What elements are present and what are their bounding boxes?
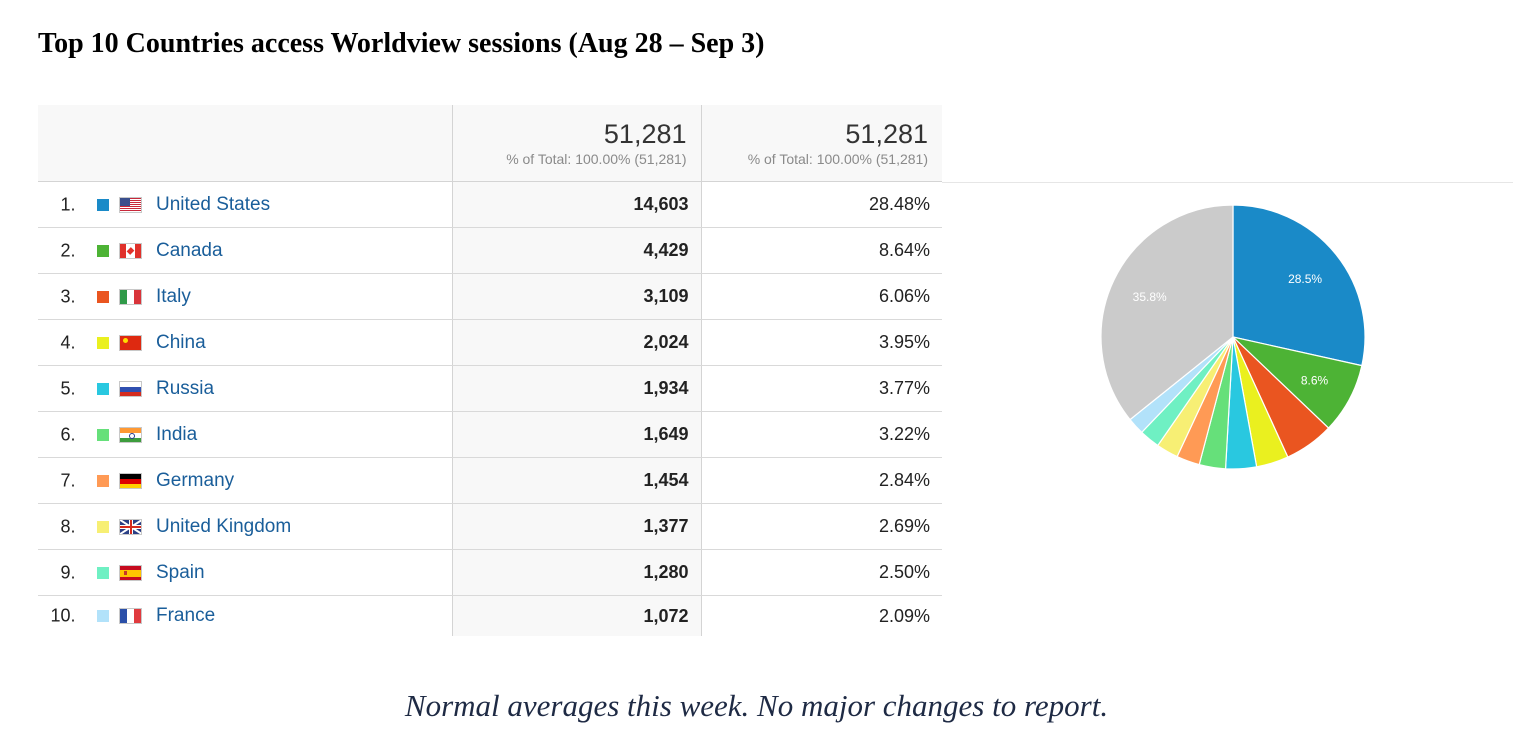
sessions-cell: 1,072 bbox=[451, 595, 701, 636]
pie-slice bbox=[1232, 204, 1366, 367]
rank-label: 7. bbox=[60, 470, 76, 490]
legend-swatch bbox=[97, 290, 109, 303]
percent-total-value: 51,281 bbox=[845, 118, 928, 149]
header-divider bbox=[942, 182, 1513, 183]
percent-cell: 2.84% bbox=[700, 457, 942, 504]
country-link[interactable]: United Kingdom bbox=[156, 515, 292, 537]
percent-cell: 8.64% bbox=[700, 227, 942, 274]
table-row: 8. United Kingdom 1,377 2.69% bbox=[38, 503, 942, 550]
rank-label: 6. bbox=[60, 424, 76, 444]
sessions-total-value: 51,281 bbox=[603, 118, 687, 149]
percent-cell: 3.95% bbox=[700, 319, 942, 366]
pie-slice-label: 28.5% bbox=[1288, 272, 1322, 286]
country-link[interactable]: Italy bbox=[156, 285, 191, 307]
table-row: 7. Germany 1,454 2.84% bbox=[38, 457, 942, 504]
rank-label: 5. bbox=[60, 378, 76, 398]
legend-swatch bbox=[97, 520, 109, 533]
sessions-cell: 2,024 bbox=[451, 319, 701, 366]
rank-label: 1. bbox=[60, 194, 76, 214]
sessions-cell: 4,429 bbox=[451, 227, 701, 274]
pie-slice-label: 8.6% bbox=[1301, 374, 1329, 388]
country-link[interactable]: Canada bbox=[156, 239, 223, 261]
percent-cell: 3.22% bbox=[700, 411, 942, 458]
country-cell: 1. United States bbox=[38, 181, 452, 228]
table-row: 1. United States 14,603 28.48% bbox=[38, 181, 942, 228]
ru-flag-icon bbox=[119, 380, 142, 397]
sessions-cell: 1,649 bbox=[451, 411, 701, 458]
page-title: Top 10 Countries access Worldview sessio… bbox=[38, 28, 765, 59]
sessions-total-cell: 51,281 % of Total: 100.00% (51,281) bbox=[451, 105, 701, 182]
country-cell: 7. Germany bbox=[38, 457, 452, 504]
table-row: 5. Russia 1,934 3.77% bbox=[38, 365, 942, 412]
sessions-cell: 1,280 bbox=[451, 549, 701, 596]
percent-cell: 6.06% bbox=[700, 273, 942, 320]
percent-cell: 2.09% bbox=[700, 595, 942, 636]
country-cell: 5. Russia bbox=[38, 365, 452, 412]
sessions-cell: 1,934 bbox=[451, 365, 701, 412]
percent-cell: 3.77% bbox=[700, 365, 942, 412]
country-cell: 6. India bbox=[38, 411, 452, 458]
pie-chart: 28.5% 8.6% 35.8% bbox=[1095, 201, 1395, 481]
countries-table: 51,281 % of Total: 100.00% (51,281) 51,2… bbox=[38, 105, 942, 636]
country-link[interactable]: India bbox=[156, 423, 198, 445]
de-flag-icon bbox=[119, 472, 142, 489]
legend-swatch bbox=[97, 474, 109, 487]
percent-cell: 28.48% bbox=[700, 181, 942, 228]
percent-total-subtext: % of Total: 100.00% (51,281) bbox=[747, 150, 928, 167]
table-row: 9. Spain 1,280 2.50% bbox=[38, 549, 942, 596]
country-link[interactable]: Spain bbox=[156, 561, 205, 583]
fr-flag-icon bbox=[119, 608, 142, 624]
table-row: 10. France 1,072 2.09% bbox=[38, 595, 942, 637]
pie-slice bbox=[1100, 204, 1234, 421]
header-blank-cell bbox=[38, 105, 452, 182]
sessions-total-subtext: % of Total: 100.00% (51,281) bbox=[506, 150, 687, 167]
it-flag-icon bbox=[119, 288, 142, 305]
table-row: 2. Canada 4,429 8.64% bbox=[38, 227, 942, 274]
percent-total-cell: 51,281 % of Total: 100.00% (51,281) bbox=[700, 105, 942, 182]
legend-swatch bbox=[97, 610, 109, 622]
country-cell: 4. China bbox=[38, 319, 452, 366]
country-link[interactable]: Germany bbox=[156, 469, 235, 491]
sessions-cell: 1,454 bbox=[451, 457, 701, 504]
rank-label: 3. bbox=[60, 286, 76, 306]
country-cell: 9. Spain bbox=[38, 549, 452, 596]
pie-slice-label: 35.8% bbox=[1133, 290, 1167, 304]
country-cell: 8. United Kingdom bbox=[38, 503, 452, 550]
percent-cell: 2.50% bbox=[700, 549, 942, 596]
totals-row: 51,281 % of Total: 100.00% (51,281) 51,2… bbox=[38, 105, 942, 182]
cn-flag-icon bbox=[119, 334, 142, 351]
rank-label: 4. bbox=[60, 332, 76, 352]
weekly-note: Normal averages this week. No major chan… bbox=[404, 688, 1109, 723]
sessions-cell: 1,377 bbox=[451, 503, 701, 550]
rank-label: 8. bbox=[60, 516, 76, 536]
rank-label: 9. bbox=[60, 562, 76, 582]
country-cell: 2. Canada bbox=[38, 227, 452, 274]
legend-swatch bbox=[97, 382, 109, 395]
country-link[interactable]: United States bbox=[156, 193, 271, 215]
es-flag-icon bbox=[119, 564, 142, 581]
ca-flag-icon bbox=[119, 242, 142, 259]
sessions-cell: 14,603 bbox=[451, 181, 701, 228]
country-link[interactable]: Russia bbox=[156, 377, 215, 399]
sessions-cell: 3,109 bbox=[451, 273, 701, 320]
percent-cell: 2.69% bbox=[700, 503, 942, 550]
legend-swatch bbox=[97, 428, 109, 441]
in-flag-icon bbox=[119, 426, 142, 443]
legend-swatch bbox=[97, 566, 109, 579]
country-link[interactable]: China bbox=[156, 331, 206, 353]
gb-flag-icon bbox=[119, 518, 142, 535]
pie-chart-svg: 28.5% 8.6% 35.8% bbox=[1100, 204, 1366, 470]
rank-label: 2. bbox=[60, 240, 76, 260]
country-cell: 10. France bbox=[38, 596, 452, 637]
legend-swatch bbox=[97, 336, 109, 349]
us-flag-icon bbox=[119, 196, 142, 213]
table-row: 3. Italy 3,109 6.06% bbox=[38, 273, 942, 320]
country-link[interactable]: France bbox=[156, 605, 216, 626]
rank-label: 10. bbox=[50, 605, 76, 626]
table-row: 4. China 2,024 3.95% bbox=[38, 319, 942, 366]
legend-swatch bbox=[97, 244, 109, 257]
legend-swatch bbox=[97, 198, 109, 211]
table-row: 6. India 1,649 3.22% bbox=[38, 411, 942, 458]
country-cell: 3. Italy bbox=[38, 273, 452, 320]
